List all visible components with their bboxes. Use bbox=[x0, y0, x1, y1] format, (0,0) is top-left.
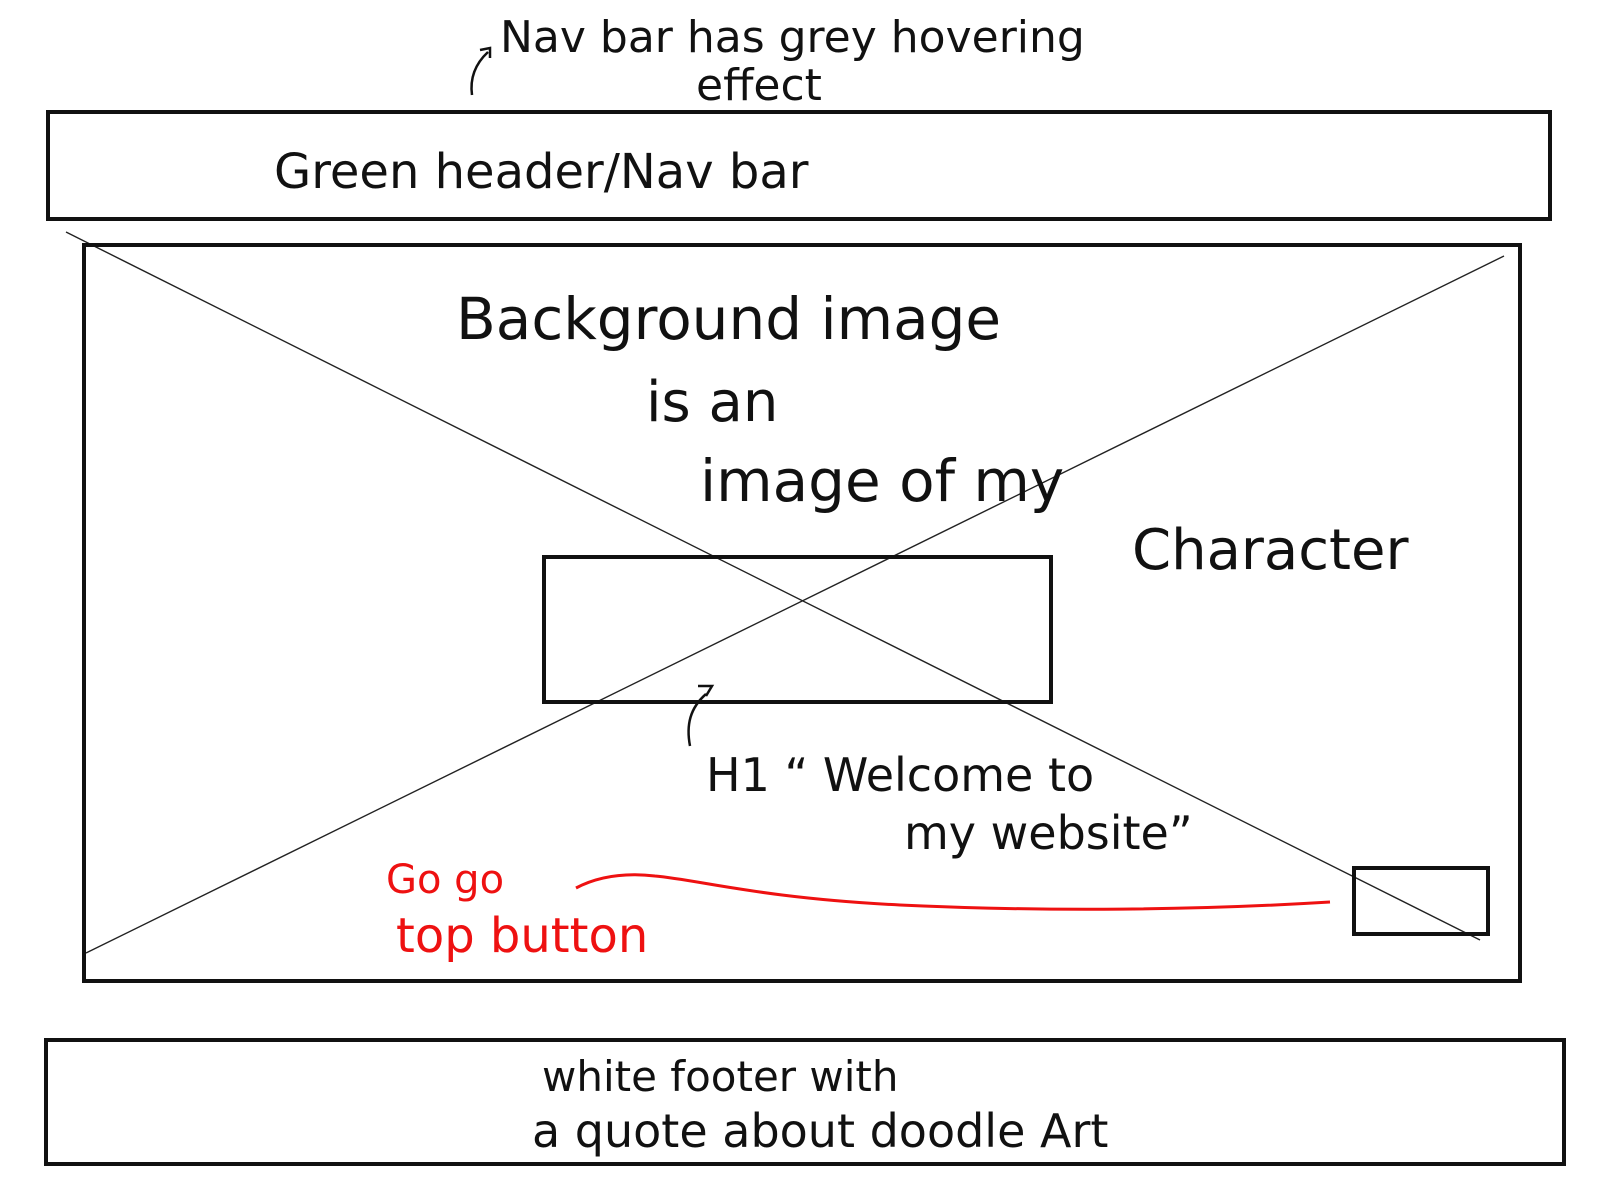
background-image-placeholder bbox=[82, 243, 1522, 983]
background-note-line4: Character bbox=[1132, 518, 1409, 583]
nav-hover-arrow bbox=[470, 46, 492, 96]
h1-note-line2: my website” bbox=[904, 806, 1193, 860]
footer-label-line2: a quote about doodle Art bbox=[532, 1104, 1109, 1158]
nav-hover-note-line2: effect bbox=[696, 60, 822, 111]
nav-hover-note-effect: effect bbox=[696, 60, 822, 111]
footer-label-line1: white footer with bbox=[542, 1052, 899, 1101]
h1-note-line1: H1 “ Welcome to bbox=[706, 748, 1095, 802]
header-navbar-box bbox=[46, 110, 1552, 221]
nav-hover-note-line1: Nav bar has grey hovering bbox=[500, 12, 1085, 63]
h1-welcome-box bbox=[542, 555, 1053, 704]
top-button-note-line2: top button bbox=[396, 908, 649, 964]
nav-hover-note: Nav bar has grey hovering bbox=[500, 12, 1085, 63]
background-note-line2: is an bbox=[646, 370, 779, 435]
top-button-note-line1: Go go bbox=[386, 857, 505, 903]
footer-box bbox=[44, 1038, 1566, 1166]
background-note-line1: Background image bbox=[456, 285, 1002, 353]
header-label: Green header/Nav bar bbox=[274, 144, 809, 200]
go-to-top-button-box bbox=[1352, 866, 1490, 936]
background-note-line3: image of my bbox=[700, 447, 1065, 515]
